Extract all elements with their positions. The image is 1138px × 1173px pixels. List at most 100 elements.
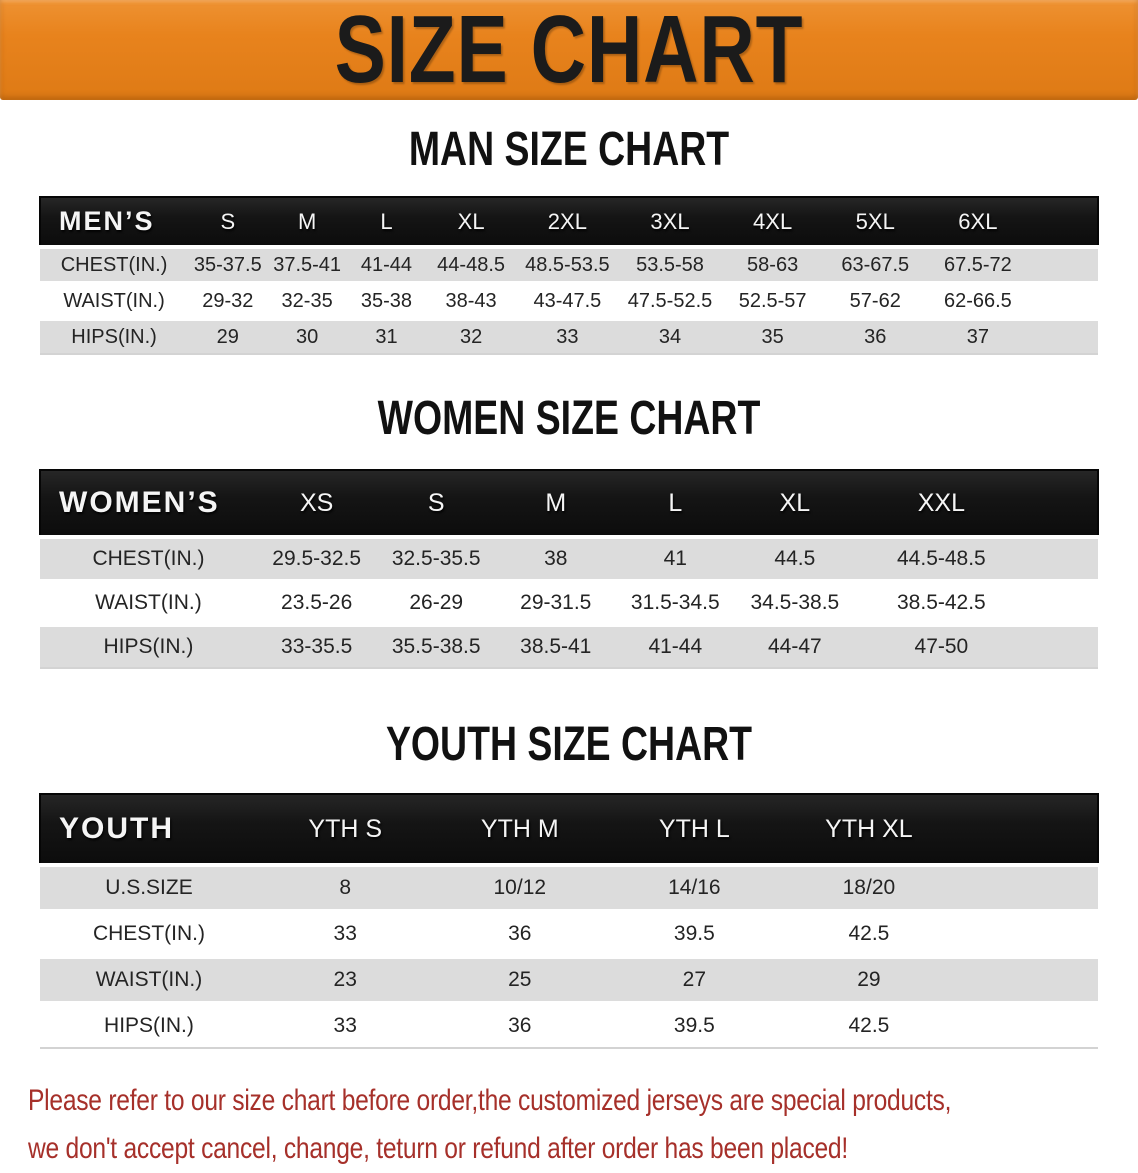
mens-section: MAN SIZE CHART MEN’S S M L XL 2XL 3XL 4XL 5XL 6XL… [0,126,1138,355]
size-value-cell: 35-38 [346,281,427,319]
size-value-cell: 34 [618,317,722,354]
measurement-row: CHEST(IN.) 29.5-32.5 32.5-35.5 38 41 44.5 44.5… [40,535,1098,581]
table-corner-label: YOUTH [39,793,258,867]
size-value-cell: 29.5-32.5 [256,535,377,581]
size-column-header: 6XL [926,196,1030,249]
size-value-cell: 52.5-57 [721,281,824,319]
size-value-cell: 48.5-53.5 [516,245,619,283]
measurement-row: WAIST(IN.) 23 25 27 29 [40,955,1098,1003]
size-value-cell: 47.5-52.5 [618,281,722,319]
filler-cell [1028,623,1098,668]
measurement-row: HIPS(IN.) 33-35.5 35.5-38.5 38.5-41 41-44 44-… [40,623,1098,668]
size-column-header: M [267,196,347,249]
size-value-cell: 33 [257,909,433,957]
filler-cell [956,793,1099,867]
womens-section-title: WOMEN SIZE CHART [377,392,761,445]
size-value-cell: 18/20 [781,863,957,911]
size-value-cell: 42.5 [781,909,957,957]
size-value-cell: 43-47.5 [516,281,619,319]
row-label: WAIST(IN.) [40,579,257,625]
disclaimer-line-2: we don't accept cancel, change, teturn o… [28,1132,848,1165]
size-value-cell: 31.5-34.5 [615,579,736,625]
size-value-cell: 38-43 [426,281,517,319]
size-value-cell: 35 [721,317,824,354]
filler-cell [956,955,1098,1003]
size-column-header: S [376,469,496,539]
size-value-cell: 33 [257,1001,433,1048]
measurement-row: CHEST(IN.) 33 36 39.5 42.5 [40,909,1098,957]
size-value-cell: 33-35.5 [256,623,377,668]
filler-cell [1028,535,1098,581]
size-value-cell: 41-44 [615,623,736,668]
size-chart-banner: SIZE CHART [0,0,1138,100]
row-label: CHEST(IN.) [40,909,258,957]
size-value-cell: 58-63 [721,245,824,283]
size-value-cell: 29 [781,955,957,1003]
size-value-cell: 36 [432,909,608,957]
size-column-header: XL [426,196,517,249]
row-label: HIPS(IN.) [40,1001,258,1048]
size-value-cell: 44-47 [735,623,855,668]
measurement-row: U.S.SIZE 8 10/12 14/16 18/20 [40,863,1098,911]
size-value-cell: 44.5-48.5 [854,535,1029,581]
size-value-cell: 29-31.5 [495,579,616,625]
size-value-cell: 23 [257,955,433,1003]
size-value-cell: 30 [267,317,347,354]
size-value-cell: 25 [432,955,608,1003]
size-column-header: YTH L [607,793,782,867]
size-value-cell: 38 [495,535,616,581]
size-value-cell: 67.5-72 [926,245,1030,283]
size-value-cell: 47-50 [854,623,1029,668]
measurement-row: HIPS(IN.) 33 36 39.5 42.5 [40,1001,1098,1048]
size-value-cell: 32-35 [267,281,347,319]
row-label: HIPS(IN.) [40,623,257,668]
size-value-cell: 29-32 [188,281,268,319]
measurement-row: WAIST(IN.) 23.5-26 26-29 29-31.5 31.5-34.5 34… [40,579,1098,625]
youth-section-title: YOUTH SIZE CHART [385,718,753,771]
size-value-cell: 36 [432,1001,608,1048]
size-column-header: XL [735,469,855,539]
size-value-cell: 38.5-42.5 [854,579,1029,625]
size-column-header: YTH M [432,793,608,867]
table-corner-label: MEN’S [38,196,189,249]
disclaimer-line-1: Please refer to our size chart before or… [28,1084,952,1117]
size-value-cell: 37 [926,317,1030,354]
filler-cell [956,1001,1098,1048]
banner-title: SIZE CHART [334,0,804,103]
size-column-header: XS [256,469,377,539]
filler-cell [1028,579,1098,625]
size-column-header: YTH S [257,793,433,867]
measurement-row: CHEST(IN.) 35-37.5 37.5-41 41-44 44-48.5 48.5… [40,245,1098,283]
size-value-cell: 26-29 [376,579,496,625]
size-value-cell: 57-62 [823,281,927,319]
size-value-cell: 32.5-35.5 [376,535,496,581]
size-value-cell: 29 [188,317,268,354]
row-label: U.S.SIZE [40,863,258,911]
size-column-header: 2XL [516,196,619,249]
row-label: HIPS(IN.) [40,317,189,354]
size-value-cell: 8 [257,863,433,911]
size-value-cell: 35.5-38.5 [376,623,496,668]
mens-section-title: MAN SIZE CHART [408,123,730,176]
size-header-row: MEN’S S M L XL 2XL 3XL 4XL 5XL 6XL [38,196,1099,249]
size-value-cell: 42.5 [781,1001,957,1048]
size-value-cell: 44.5 [735,535,855,581]
size-column-header: 5XL [823,196,927,249]
size-value-cell: 62-66.5 [926,281,1030,319]
size-header-row: YOUTH YTH S YTH M YTH L YTH XL [39,793,1099,867]
row-label: CHEST(IN.) [40,245,189,283]
size-column-header: XXL [854,469,1029,539]
mens-size-table: MEN’S S M L XL 2XL 3XL 4XL 5XL 6XL CHEST(IN.) 35-37… [38,196,1099,355]
youth-size-table: YOUTH YTH S YTH M YTH L YTH XL U.S.SIZE 8 10/12… [39,793,1099,1049]
size-value-cell: 41-44 [346,245,427,283]
size-value-cell: 41 [615,535,736,581]
size-value-cell: 36 [823,317,927,354]
size-header-row: WOMEN’S XS S M L XL XXL [39,469,1099,539]
size-column-header: 3XL [618,196,722,249]
measurement-row: WAIST(IN.) 29-32 32-35 35-38 38-43 43-47.5 47.… [40,281,1098,319]
size-column-header: M [495,469,616,539]
size-value-cell: 44-48.5 [426,245,517,283]
filler-cell [1029,245,1098,283]
size-column-header: L [615,469,736,539]
filler-cell [956,909,1098,957]
